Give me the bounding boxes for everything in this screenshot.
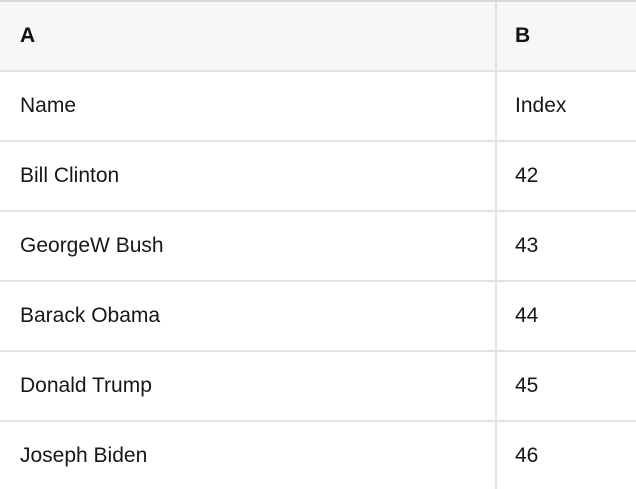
cell-index: 43 [515, 234, 539, 257]
table-row: GeorgeW Bush 43 [0, 212, 636, 282]
cell-index: 45 [515, 374, 539, 397]
cell-name: Name [0, 72, 497, 140]
cell-index: 46 [515, 444, 539, 467]
table-row: Bill Clinton 42 [0, 142, 636, 212]
cell-index: Index [515, 94, 567, 117]
cell-name: GeorgeW Bush [0, 212, 497, 280]
table-row: Name Index [0, 72, 636, 142]
cell-index: 44 [515, 304, 539, 327]
table-row: Joseph Biden 46 [0, 422, 636, 489]
table-row: Barack Obama 44 [0, 282, 636, 352]
table-row: Donald Trump 45 [0, 352, 636, 422]
cell-name: Bill Clinton [0, 142, 497, 210]
column-header-b: B [515, 24, 531, 47]
cell-name: Joseph Biden [0, 422, 497, 489]
table-header-row: A B [0, 2, 636, 72]
cell-name: Donald Trump [0, 352, 497, 420]
column-header-a: A [0, 2, 497, 70]
cell-name: Barack Obama [0, 282, 497, 350]
cell-index: 42 [515, 164, 539, 187]
